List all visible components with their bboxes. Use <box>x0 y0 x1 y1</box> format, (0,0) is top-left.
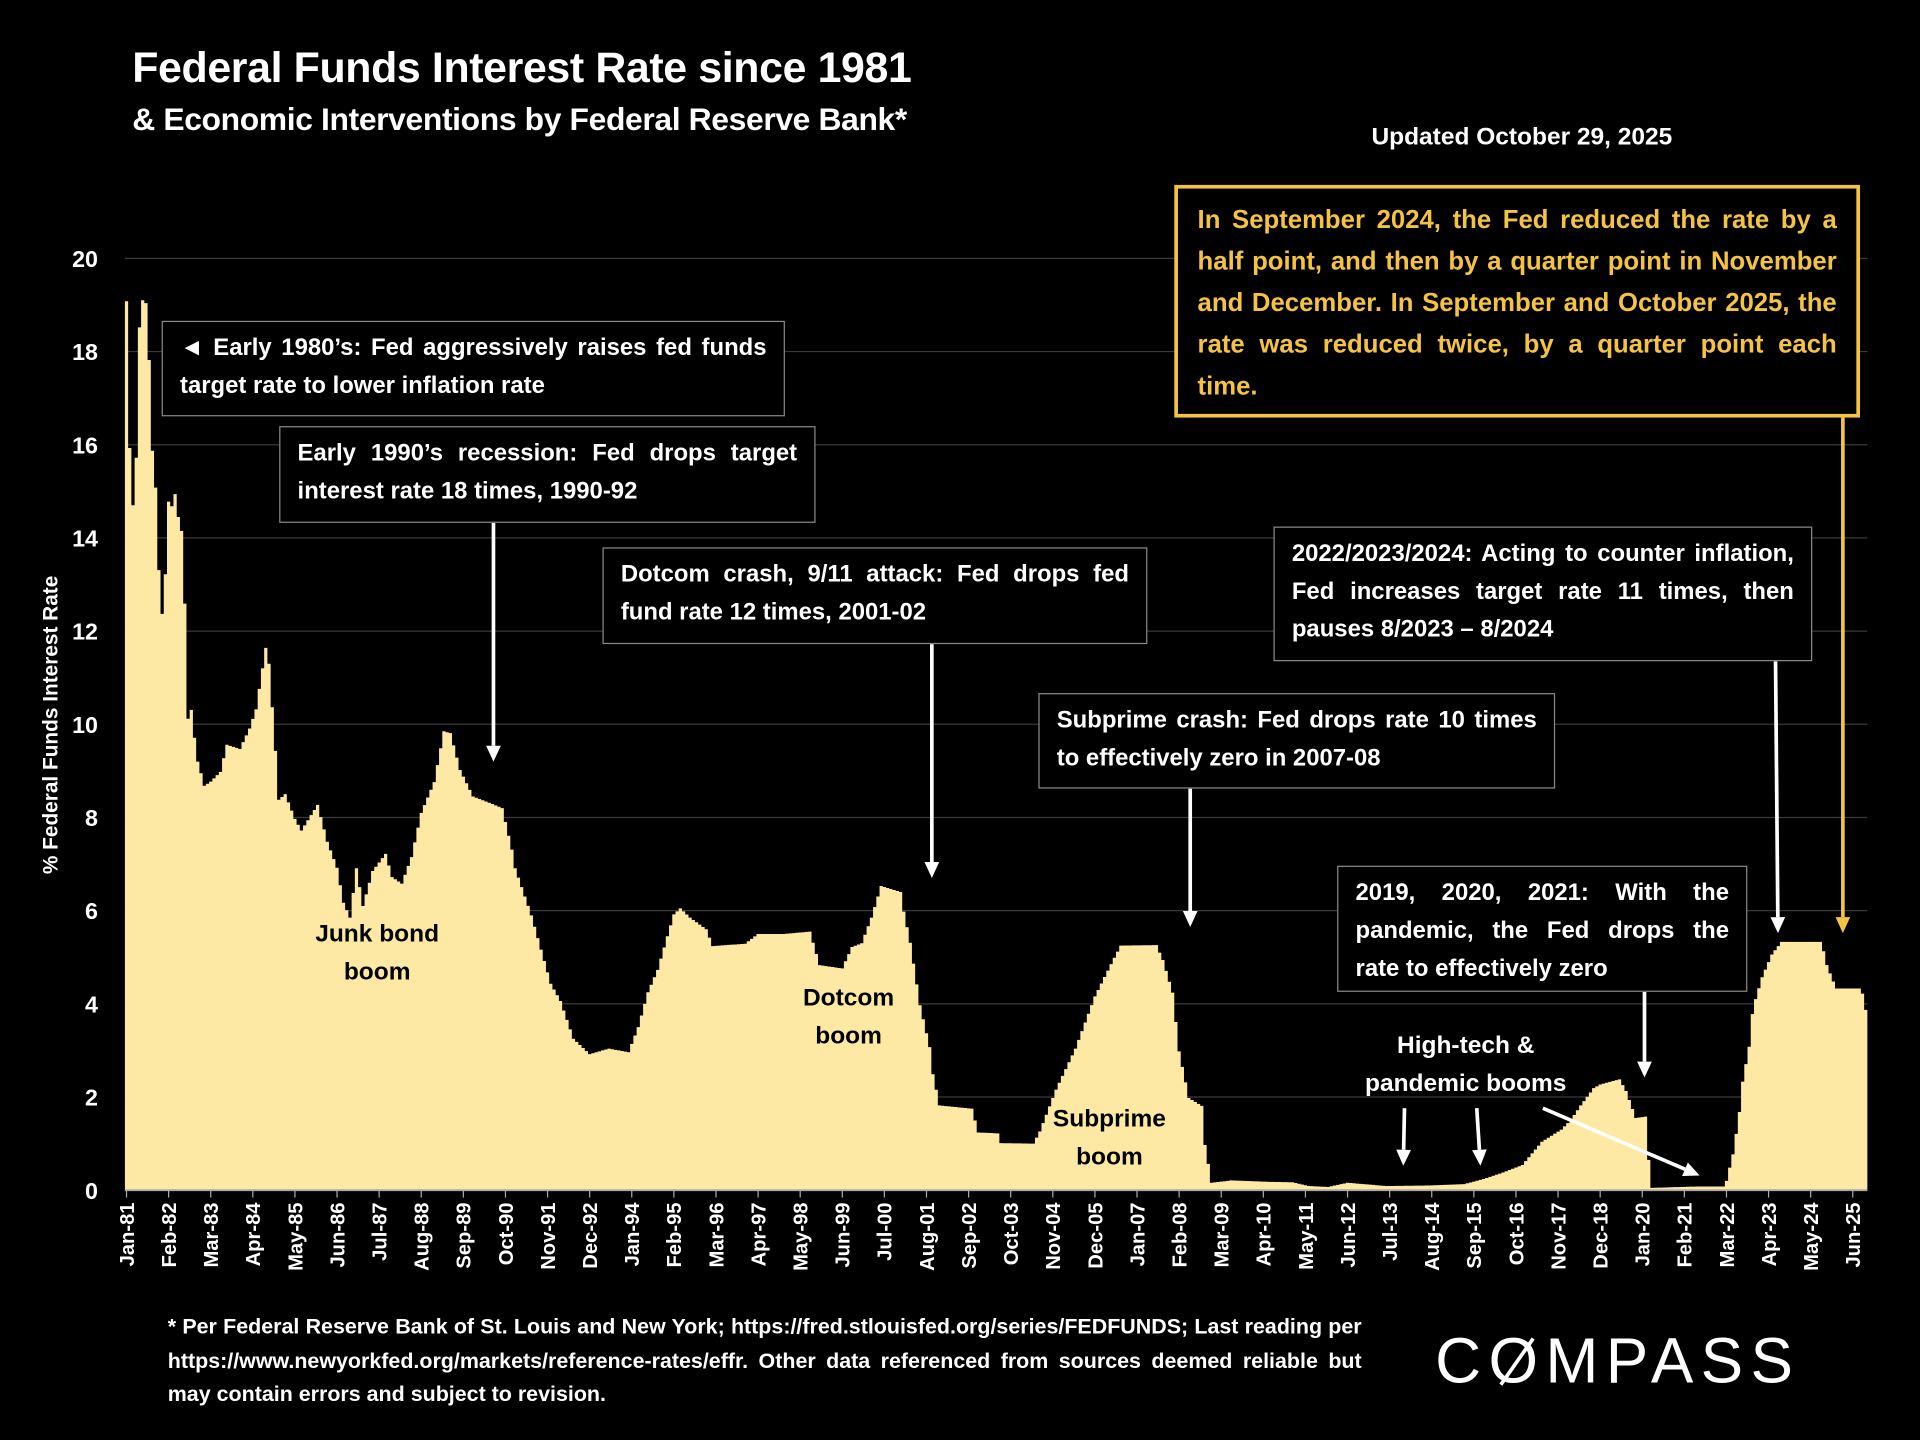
x-tick-label: Feb-95 <box>664 1202 686 1267</box>
arrow-hightech-3-head <box>1682 1162 1700 1176</box>
x-tick-label: May-98 <box>791 1202 813 1270</box>
annotation-early-1980s: ◄ Early 1980’s: Fed aggressively raises … <box>161 320 785 417</box>
y-tick-label: 10 <box>72 712 98 738</box>
y-tick-label: 2 <box>85 1085 98 1111</box>
arrow-inflation-head <box>1770 917 1786 934</box>
updated-date: Updated October 29, 2025 <box>1371 123 1673 151</box>
label-line: High-tech & <box>1397 1032 1535 1060</box>
y-tick-label: 12 <box>72 619 98 645</box>
x-tick-label: May-85 <box>285 1202 307 1270</box>
chart-title: Federal Funds Interest Rate since 1981 <box>132 44 912 92</box>
annotation-subprime-crash: Subprime crash: Fed drops rate 10 times … <box>1038 693 1556 789</box>
x-tick-label: Apr-23 <box>1759 1202 1781 1266</box>
x-tick-label: Apr-10 <box>1254 1202 1276 1266</box>
y-tick-label: 20 <box>72 246 98 272</box>
x-tick-label: Jan-07 <box>1127 1202 1149 1266</box>
chart-subtitle: & Economic Interventions by Federal Rese… <box>132 100 907 138</box>
x-tick-label: Aug-14 <box>1422 1202 1444 1271</box>
x-tick-label: Nov-91 <box>538 1202 560 1269</box>
x-tick-label: Feb-82 <box>159 1202 181 1267</box>
arrow-dotcom-head <box>924 862 940 878</box>
label-line: boom <box>1076 1143 1143 1171</box>
x-tick-label: May-11 <box>1296 1202 1318 1269</box>
x-tick-label: Jun-86 <box>327 1202 349 1267</box>
x-tick-label: Mar-22 <box>1717 1202 1739 1267</box>
label-line: pandemic booms <box>1365 1070 1567 1098</box>
y-tick-label: 8 <box>85 805 98 831</box>
x-tick-label: Apr-97 <box>748 1202 770 1266</box>
x-tick-label: Sep-15 <box>1464 1202 1486 1268</box>
arrow-subprime-head <box>1182 911 1198 927</box>
subprime-boom-label: Subprime boom <box>1011 1101 1207 1177</box>
annotation-pandemic: 2019, 2020, 2021: With the pandemic, the… <box>1337 865 1748 992</box>
hightech-pandemic-booms-label: High-tech & pandemic booms <box>1331 1027 1600 1103</box>
y-axis-label: % Federal Funds Interest Rate <box>39 575 63 875</box>
x-tick-label: Sep-89 <box>454 1202 476 1268</box>
arrow-pandemic-head <box>1637 1061 1652 1078</box>
x-tick-label: Jul-00 <box>875 1202 897 1260</box>
x-tick-label: Nov-17 <box>1548 1202 1570 1269</box>
x-tick-label: Jun-12 <box>1338 1202 1360 1267</box>
dotcom-boom-label: Dotcom boom <box>751 980 947 1056</box>
x-tick-label: Dec-92 <box>580 1202 602 1268</box>
x-tick-label: Jan-94 <box>622 1202 644 1267</box>
arrow-inflation <box>1773 661 1780 918</box>
arrow-hightech-1-head <box>1396 1149 1411 1166</box>
y-tick-label: 4 <box>85 991 98 1017</box>
y-tick-label: 6 <box>85 898 98 924</box>
annotation-recent-cuts: In September 2024, the Fed reduced the r… <box>1174 184 1861 418</box>
x-tick-label: Aug-88 <box>412 1202 434 1270</box>
x-tick-label: Jan-20 <box>1633 1202 1655 1266</box>
junk-bond-boom-label: Junk bond boom <box>279 916 475 992</box>
rate-area <box>124 300 1868 1191</box>
x-tick-label: Mar-96 <box>706 1202 728 1267</box>
x-tick-label: Apr-84 <box>243 1202 265 1267</box>
x-tick-label: Jan-81 <box>117 1202 139 1266</box>
annotation-inflation-2022: 2022/2023/2024: Acting to counter inflat… <box>1273 526 1813 662</box>
x-tick-label: Dec-18 <box>1591 1202 1613 1268</box>
y-tick-label: 0 <box>85 1178 98 1204</box>
x-tick-label: Mar-09 <box>1212 1202 1234 1267</box>
annotation-early-1990s: Early 1990’s recession: Fed drops target… <box>279 426 816 523</box>
x-tick-label: Mar-83 <box>201 1202 223 1267</box>
annotation-dotcom-crash: Dotcom crash, 9/11 attack: Fed drops fed… <box>602 547 1148 645</box>
x-tick-label: Sep-02 <box>959 1202 981 1268</box>
x-tick-label: Jun-99 <box>833 1202 855 1267</box>
x-tick-label: Jun-25 <box>1843 1202 1865 1267</box>
label-line: Junk bond <box>315 920 440 948</box>
y-tick-label: 14 <box>72 525 98 551</box>
arrow-recent-cuts-head <box>1835 917 1851 934</box>
compass-logo: COMPASS <box>1435 1326 1801 1398</box>
arrow-1990s-head <box>486 745 501 762</box>
label-line: boom <box>343 958 411 986</box>
x-tick-label: May-24 <box>1801 1202 1823 1271</box>
arrow-hightech-3 <box>1542 1106 1686 1171</box>
label-line: Dotcom <box>802 984 895 1012</box>
x-tick-label: Dec-05 <box>1085 1202 1107 1268</box>
x-tick-label: Jul-87 <box>369 1202 391 1260</box>
arrow-hightech-2 <box>1474 1108 1482 1150</box>
arrow-hightech-2-head <box>1472 1149 1487 1166</box>
x-tick-label: Feb-08 <box>1169 1202 1191 1267</box>
x-tick-label: Aug-01 <box>917 1202 939 1270</box>
x-tick-label: Jul-13 <box>1380 1202 1402 1260</box>
label-line: Subprime <box>1052 1105 1166 1133</box>
y-tick-label: 18 <box>72 339 98 365</box>
y-tick-label: 16 <box>72 432 98 458</box>
x-tick-label: Nov-04 <box>1043 1202 1065 1270</box>
x-tick-label: Oct-03 <box>1001 1202 1023 1265</box>
source-footnote: * Per Federal Reserve Bank of St. Louis … <box>167 1313 1362 1406</box>
x-tick-label: Oct-90 <box>496 1202 518 1265</box>
x-tick-label: Oct-16 <box>1506 1202 1528 1265</box>
x-tick-label: Feb-21 <box>1675 1202 1697 1267</box>
arrow-hightech-1 <box>1401 1108 1407 1150</box>
label-line: boom <box>815 1022 882 1050</box>
